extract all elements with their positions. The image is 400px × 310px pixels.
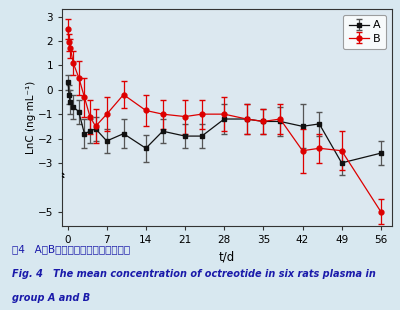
X-axis label: t/d: t/d [219, 251, 235, 264]
Text: group A and B: group A and B [12, 293, 90, 303]
Legend: A, B: A, B [343, 15, 386, 49]
Y-axis label: LnC (ng·mL⁻¹): LnC (ng·mL⁻¹) [26, 81, 36, 154]
Text: Fig. 4   The mean concentration of octreotide in six rats plasma in: Fig. 4 The mean concentration of octreot… [12, 269, 376, 279]
Text: 图4   A、B组大鼠平均血浆奥曲肽浓度: 图4 A、B组大鼠平均血浆奥曲肽浓度 [12, 245, 130, 255]
